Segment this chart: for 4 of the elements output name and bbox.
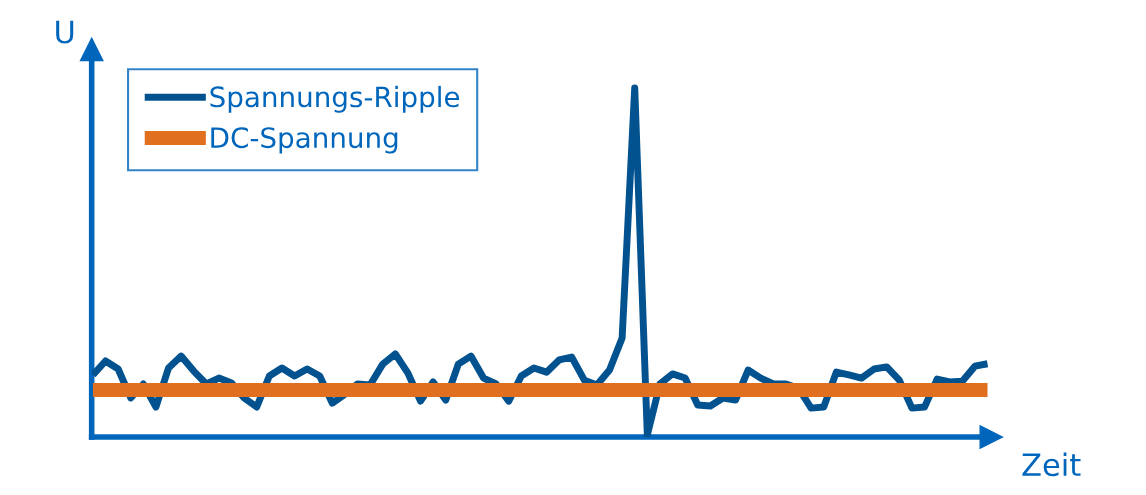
legend-label: Spannungs-Ripple — [210, 85, 460, 113]
x-axis-title: Zeit — [1022, 452, 1081, 477]
y-axis-title: U — [56, 20, 74, 44]
legend-label: DC-Spannung — [211, 127, 398, 154]
